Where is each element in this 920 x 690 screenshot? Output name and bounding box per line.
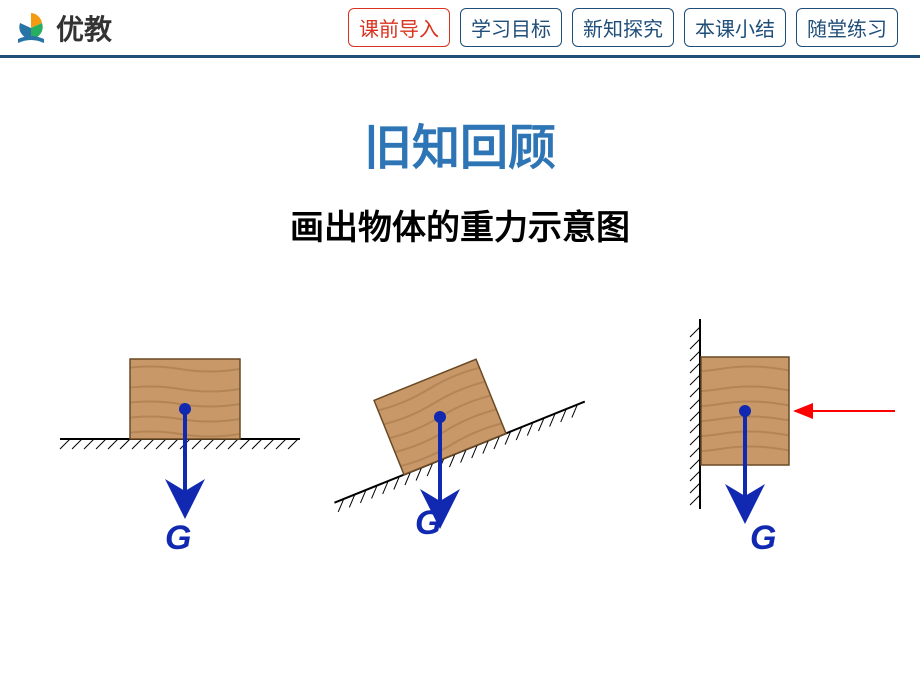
logo: 优教 [12,8,112,48]
tab-intro[interactable]: 课前导入 [348,8,450,47]
tab-goals[interactable]: 学习目标 [460,8,562,47]
tab-explore[interactable]: 新知探究 [572,8,674,47]
diagram-incline: G [304,327,588,542]
diagram-wall: G [690,319,895,557]
nav-tabs: 课前导入 学习目标 新知探究 本课小结 随堂练习 [348,8,898,47]
page-title: 旧知回顾 [0,108,920,178]
g-label-incline: G [415,504,441,542]
header-bar: 优教 课前导入 学习目标 新知探究 本课小结 随堂练习 [0,0,920,58]
content-area: 旧知回顾 画出物体的重力示意图 [0,58,920,659]
g-label-wall: G [750,519,776,557]
tab-practice[interactable]: 随堂练习 [796,8,898,47]
tab-summary[interactable]: 本课小结 [684,8,786,47]
g-label-flat: G [165,519,191,557]
physics-diagrams-svg: G [0,299,920,659]
page-subtitle: 画出物体的重力示意图 [0,200,920,249]
diagrams-container: G [0,299,920,659]
logo-text: 优教 [56,8,112,48]
diagram-flat: G [60,359,300,557]
logo-icon [12,9,50,47]
